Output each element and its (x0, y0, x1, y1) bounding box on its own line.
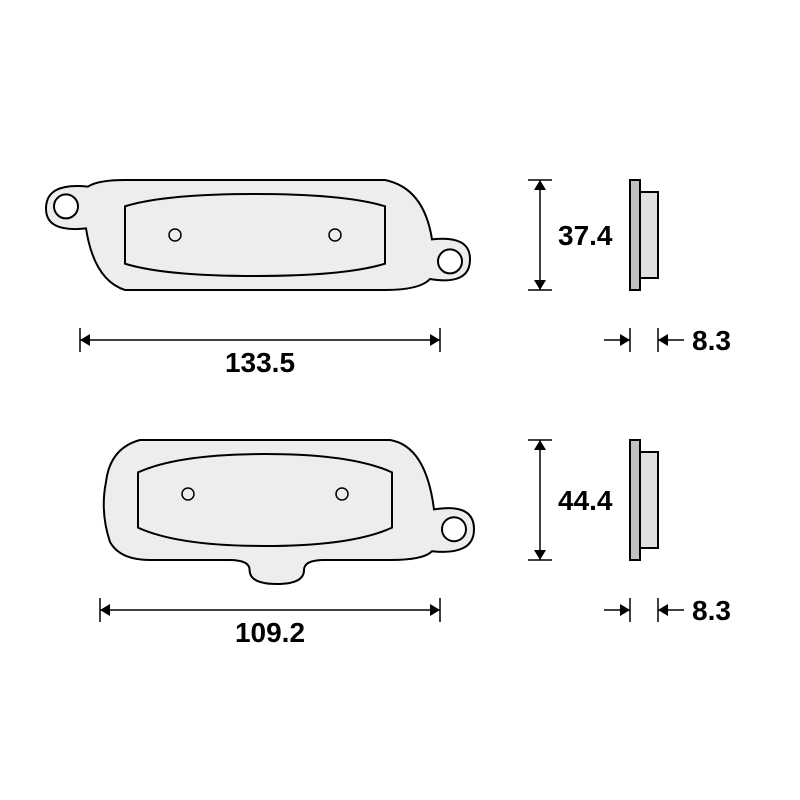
pad2-plate (104, 440, 474, 584)
pad1-width-dim-arrow-l (80, 334, 90, 346)
pad2-width-dim-arrow-l (100, 604, 110, 616)
pad2-side-pad (640, 452, 658, 548)
pad1-side-plate (630, 180, 640, 290)
pad2-hole-right (442, 517, 466, 541)
pad1-hole-right (438, 249, 462, 273)
pad1-hole-left (54, 194, 78, 218)
pad1-side-pad (640, 192, 658, 278)
pad1-height-dim-label: 37.4 (558, 220, 613, 251)
pad2-thick-dim-arrow-r (658, 604, 668, 616)
pad1-thick-dim-label: 8.3 (692, 325, 731, 356)
pad2-height-dim-label: 44.4 (558, 485, 613, 516)
pad1-height-dim-arrow-t (534, 180, 546, 190)
pad2-height-dim-arrow-t (534, 440, 546, 450)
pad2-thick-dim-arrow-l (620, 604, 630, 616)
pad2-thick-dim-label: 8.3 (692, 595, 731, 626)
pad1-width-dim-label: 133.5 (225, 347, 295, 378)
pad1-width-dim-arrow-r (430, 334, 440, 346)
pad1-plate (46, 180, 470, 290)
pad2-height-dim-arrow-b (534, 550, 546, 560)
pad1-thick-dim-arrow-r (658, 334, 668, 346)
pad2-width-dim-label: 109.2 (235, 617, 305, 648)
pad1-thick-dim-arrow-l (620, 334, 630, 346)
brake-pad-diagram: 133.5 37.4 8.3 109.2 44.4 8.3 (0, 0, 800, 800)
pad1-height-dim-arrow-b (534, 280, 546, 290)
pad2-width-dim-arrow-r (430, 604, 440, 616)
pad2-side-plate (630, 440, 640, 560)
